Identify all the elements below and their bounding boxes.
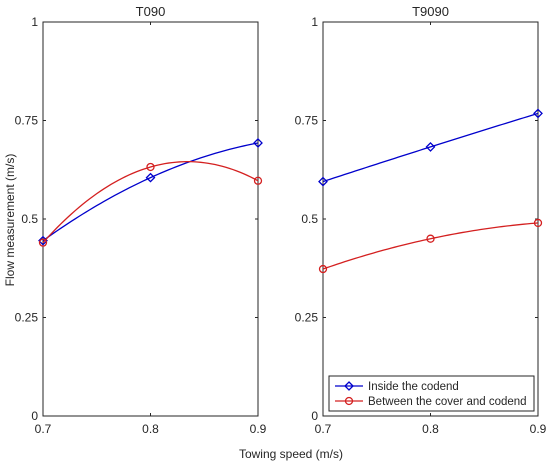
legend-label-between: Between the cover and codend — [368, 396, 527, 408]
x-tick-label: 0.9 — [530, 422, 547, 436]
legend-box — [328, 375, 535, 412]
series-line-inside — [42, 142, 259, 242]
x-tick-label: 0.7 — [315, 422, 332, 436]
data-point-between — [533, 218, 543, 228]
y-tick-label: 1 — [31, 15, 38, 29]
series-line-inside — [322, 112, 539, 183]
legend-label-inside: Inside the codend — [368, 381, 459, 393]
data-point-inside — [253, 138, 263, 148]
data-point-inside — [318, 176, 328, 187]
y-tick-label: 0.25 — [15, 311, 39, 325]
data-point-inside — [145, 172, 156, 183]
series-line-between — [42, 160, 259, 244]
x-tick-label: 0.9 — [250, 422, 267, 436]
legend-diamond-marker — [344, 381, 354, 391]
panel-t090: T090 0 0.25 0.5 0.75 1 0.7 0.8 0.9 — [15, 4, 267, 436]
legend-entry-between: Between the cover and codend — [335, 396, 527, 408]
x-tick-label: 0.7 — [35, 422, 52, 436]
legend-entry-inside: Inside the codend — [335, 381, 459, 393]
data-point-between — [253, 176, 263, 185]
data-point-between — [318, 264, 328, 274]
panel-t9090: T9090 0 0.25 0.5 0.75 1 0.7 0.8 0.9 — [295, 4, 547, 436]
y-tick-label: 0.75 — [15, 114, 39, 128]
y-tick-label: 0 — [311, 409, 318, 423]
panel-title: T090 — [136, 4, 166, 19]
y-axis-label: Flow measurement (m/s) — [3, 154, 17, 287]
data-point-between — [38, 238, 48, 247]
data-point-between — [146, 162, 155, 172]
series-line-between — [322, 222, 539, 270]
y-tick-label: 0.5 — [301, 212, 318, 226]
x-tick-label: 0.8 — [142, 422, 159, 436]
y-tick-label: 0.25 — [295, 311, 319, 325]
panels-layer: T090 0 0.25 0.5 0.75 1 0.7 0.8 0.9 T9090 0 0.25 0.5 0… — [15, 4, 547, 436]
data-point-inside — [425, 141, 436, 152]
legend-circle-marker — [344, 396, 354, 406]
x-tick-label: 0.8 — [422, 422, 439, 436]
x-axis-label: Towing speed (m/s) — [239, 447, 343, 461]
axes-box — [322, 21, 539, 417]
y-tick-label: 1 — [311, 15, 318, 29]
data-point-inside — [533, 108, 543, 119]
y-tick-label: 0.5 — [21, 212, 38, 226]
legend: Inside the codend Between the cover and … — [328, 375, 535, 412]
data-point-between — [426, 234, 435, 243]
y-tick-label: 0.75 — [295, 114, 319, 128]
panel-title: T9090 — [412, 4, 449, 19]
y-tick-label: 0 — [31, 409, 38, 423]
